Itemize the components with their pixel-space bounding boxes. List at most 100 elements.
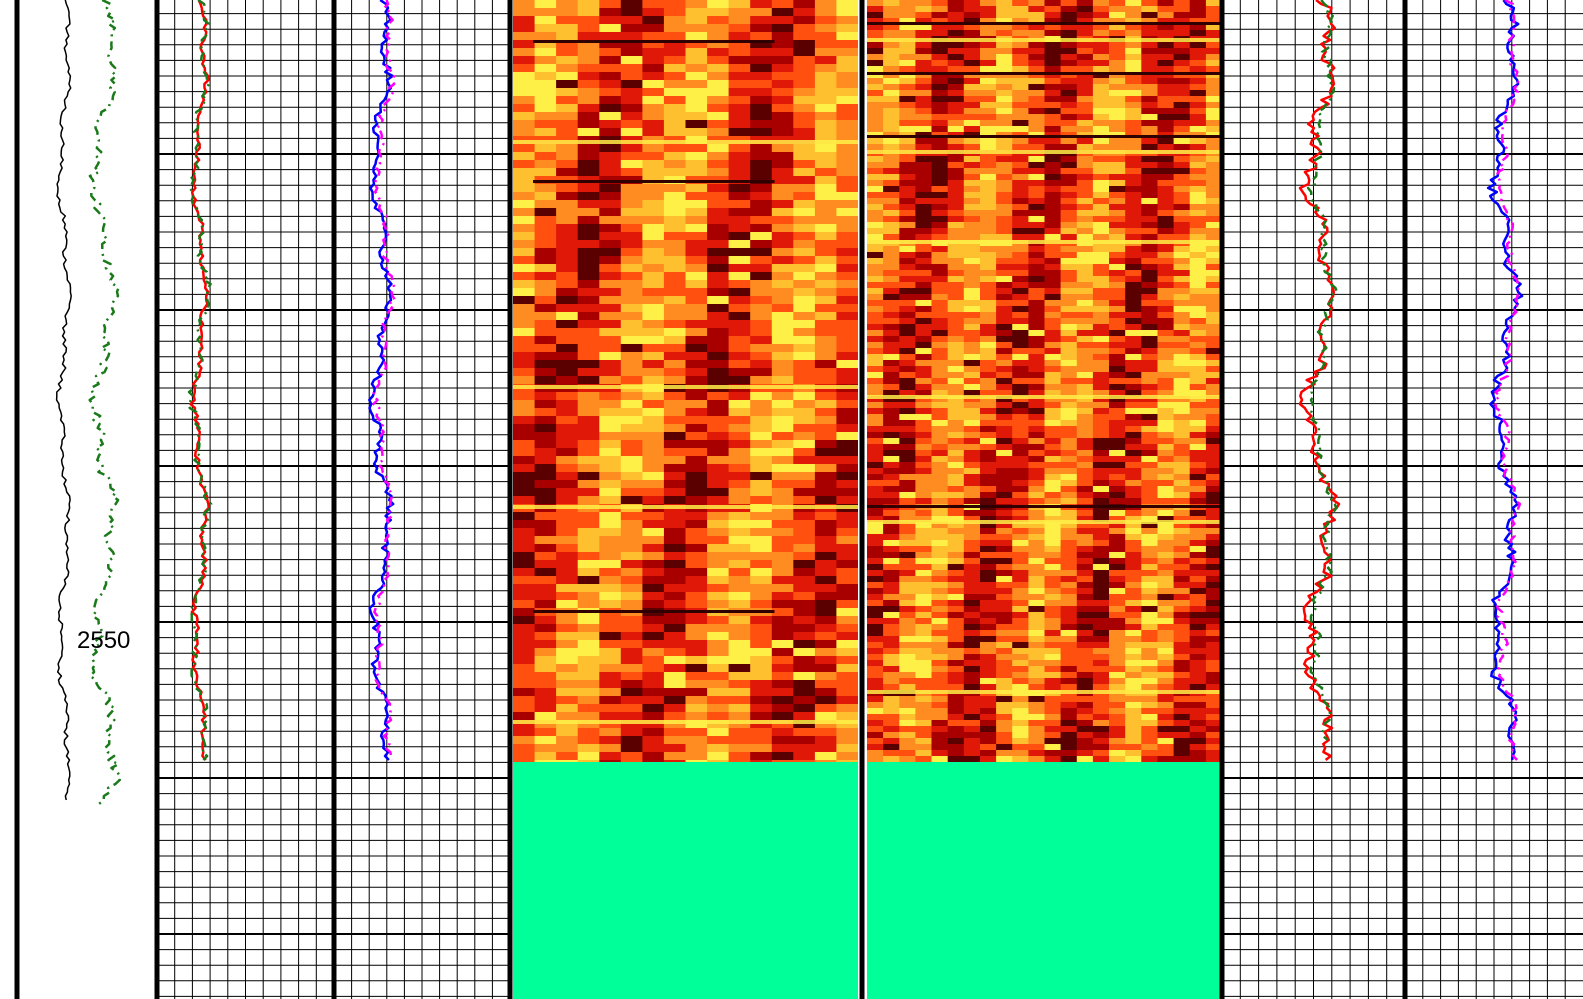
heatmap-cell — [599, 168, 622, 177]
heatmap-cell — [996, 738, 1013, 745]
heatmap-cell — [1044, 372, 1062, 379]
heatmap-cell — [599, 312, 622, 321]
heatmap-cell — [996, 24, 1013, 31]
heatmap-cell — [980, 744, 997, 751]
heatmap-cell — [513, 184, 536, 193]
heatmap-cell — [1141, 462, 1158, 469]
heatmap-cell — [1012, 558, 1029, 565]
heatmap-cell — [1141, 546, 1158, 553]
heatmap-cell — [1141, 90, 1158, 97]
heatmap-cell — [814, 376, 838, 385]
heatmap-cell — [963, 720, 981, 727]
heatmap-cell — [883, 264, 900, 271]
heatmap-cell — [556, 80, 579, 89]
heatmap-cell — [1205, 492, 1222, 499]
heatmap-cell — [1125, 402, 1142, 409]
heatmap-cell — [663, 424, 687, 433]
heatmap-cell — [1157, 6, 1175, 13]
heatmap-cell — [980, 714, 997, 721]
heatmap-cell — [931, 354, 949, 361]
heatmap-cell — [728, 680, 751, 689]
heatmap-cell — [1189, 138, 1207, 145]
heatmap-cell — [931, 264, 949, 271]
heatmap-cell — [1173, 408, 1191, 415]
heatmap-cell — [707, 744, 730, 753]
heatmap-cell — [980, 270, 997, 277]
heatmap-cell — [1125, 432, 1142, 439]
heatmap-cell — [996, 522, 1013, 529]
heatmap-cell — [642, 416, 665, 425]
heatmap-cell — [620, 184, 643, 193]
heatmap-cell — [685, 520, 708, 529]
heatmap-cell — [556, 440, 579, 449]
heatmap-cell — [1205, 642, 1222, 649]
heatmap-cell — [1012, 204, 1029, 211]
heatmap-cell — [963, 282, 981, 289]
heatmap-cell — [899, 468, 916, 475]
heatmap-cell — [1012, 366, 1029, 373]
heatmap-cell — [1189, 186, 1207, 193]
heatmap-cell — [883, 96, 900, 103]
heatmap-cell — [1092, 414, 1110, 421]
heatmap-cell — [947, 480, 965, 487]
heatmap-cell — [1012, 564, 1029, 571]
heatmap-cell — [1028, 330, 1046, 337]
heatmap-cell — [1141, 342, 1158, 349]
heatmap-cell — [1157, 234, 1175, 241]
heatmap-cell — [1205, 474, 1222, 481]
heatmap-cell — [1076, 708, 1094, 715]
heatmap-cell — [947, 372, 965, 379]
heatmap-cell — [1092, 360, 1110, 367]
heatmap-cell — [980, 588, 997, 595]
heatmap-cell — [513, 376, 536, 385]
heatmap-cell — [980, 156, 997, 163]
heatmap-cell — [577, 584, 600, 593]
heatmap-cell — [963, 444, 981, 451]
heatmap-cell — [1157, 618, 1175, 625]
heatmap-cell — [931, 450, 949, 457]
heatmap-cell — [1205, 72, 1222, 79]
heatmap-cell — [1044, 138, 1062, 145]
heatmap-cell — [577, 736, 600, 745]
heatmap-cell — [867, 246, 884, 253]
heatmap-cell — [620, 8, 643, 17]
heatmap-cell — [931, 42, 949, 49]
heatmap-cell — [750, 360, 773, 369]
heatmap-cell — [980, 108, 997, 115]
heatmap-cell — [814, 456, 838, 465]
heatmap-cell — [1173, 342, 1191, 349]
heatmap-cell — [534, 664, 557, 673]
heatmap-cell — [836, 40, 858, 49]
heatmap-cell — [883, 576, 900, 583]
heatmap-cell — [750, 440, 773, 449]
heatmap-cell — [771, 160, 794, 169]
heatmap-cell — [1076, 252, 1094, 259]
heatmap-cell — [931, 318, 949, 325]
heatmap-cell — [883, 384, 900, 391]
heatmap-cell — [1109, 390, 1126, 397]
heatmap-cell — [899, 48, 916, 55]
heatmap-cell — [1125, 138, 1142, 145]
heatmap-cell — [534, 232, 557, 241]
heatmap-cell — [1012, 162, 1029, 169]
heatmap-cell — [899, 144, 916, 151]
heatmap-cell — [947, 204, 965, 211]
heatmap-cell — [1076, 552, 1094, 559]
heatmap-cell — [883, 672, 900, 679]
heatmap-cell — [931, 126, 949, 133]
heatmap-cell — [642, 720, 665, 729]
heatmap-cell — [685, 624, 708, 633]
heatmap-cell — [1141, 318, 1158, 325]
heatmap-cell — [750, 760, 773, 762]
heatmap-cell — [1092, 600, 1110, 607]
heatmap-cell — [1092, 534, 1110, 541]
heatmap-cell — [867, 12, 884, 19]
heatmap-cell — [663, 352, 687, 361]
heatmap-cell — [1189, 222, 1207, 229]
heatmap-cell — [1044, 708, 1062, 715]
heatmap-cell — [1076, 648, 1094, 655]
heatmap-cell — [728, 272, 751, 281]
heatmap-cell — [685, 224, 708, 233]
heatmap-cell — [771, 696, 794, 705]
heatmap-cell — [599, 328, 622, 337]
